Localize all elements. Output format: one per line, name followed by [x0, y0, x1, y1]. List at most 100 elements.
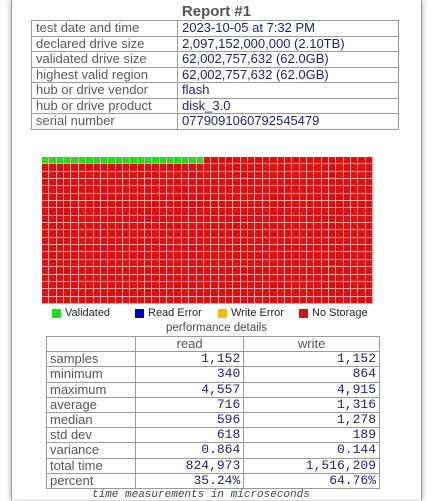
- region-cell: [365, 281, 374, 290]
- region-cell: [299, 259, 307, 268]
- region-cell: [351, 296, 359, 304]
- region-cell: [321, 252, 330, 260]
- region-cell: [64, 289, 72, 297]
- region-cell: [262, 179, 271, 187]
- region-cell: [262, 171, 271, 180]
- region-cell: [365, 267, 374, 275]
- region-cell: [100, 208, 109, 216]
- region-cell: [78, 201, 87, 209]
- region-cell: [365, 237, 374, 246]
- region-map: [42, 157, 374, 304]
- region-cell: [145, 171, 153, 180]
- region-cell: [365, 296, 374, 304]
- region-cell: [130, 186, 138, 194]
- region-cell: [262, 164, 271, 172]
- region-cell: [211, 245, 219, 253]
- region-cell: [174, 281, 182, 290]
- region-cell: [196, 267, 204, 275]
- region-cell: [358, 267, 366, 275]
- region-cell: [78, 259, 87, 268]
- performance-label: median: [46, 411, 136, 429]
- region-cell: [145, 223, 153, 231]
- region-cell: [218, 296, 226, 304]
- region-cell: [203, 281, 212, 290]
- region-cell: [233, 259, 241, 268]
- region-cell: [152, 201, 160, 209]
- region-cell: [137, 157, 146, 165]
- region-cell: [167, 171, 175, 180]
- region-cell: [277, 259, 285, 268]
- region-cell: [115, 267, 123, 275]
- region-cell: [42, 237, 50, 246]
- region-cell: [329, 237, 337, 246]
- region-cell: [49, 201, 57, 209]
- region-cell: [71, 179, 79, 187]
- region-cell: [233, 215, 241, 224]
- region-cell: [284, 230, 293, 238]
- region-cell: [159, 223, 168, 231]
- region-cell: [145, 215, 153, 224]
- region-cell: [292, 267, 300, 275]
- region-cell: [137, 259, 146, 268]
- region-cell: [277, 274, 285, 282]
- region-cell: [145, 179, 153, 187]
- region-cell: [56, 245, 65, 253]
- region-cell: [365, 171, 374, 180]
- region-cell: [365, 193, 374, 202]
- region-cell: [42, 274, 50, 282]
- legend-no-storage-label: No Storage: [312, 307, 368, 319]
- region-cell: [255, 245, 263, 253]
- performance-write-value: 0.144: [243, 442, 380, 459]
- region-cell: [203, 237, 212, 246]
- region-cell: [329, 193, 337, 202]
- region-cell: [152, 237, 160, 246]
- region-cell: [49, 179, 57, 187]
- region-cell: [299, 208, 307, 216]
- region-cell: [78, 289, 87, 297]
- region-cell: [130, 267, 138, 275]
- region-cell: [86, 237, 94, 246]
- region-cell: [218, 201, 226, 209]
- region-cell: [203, 179, 212, 187]
- performance-label: minimum: [46, 366, 136, 383]
- region-cell: [225, 164, 234, 172]
- region-cell: [115, 208, 123, 216]
- region-cell: [248, 171, 256, 180]
- region-cell: [78, 171, 87, 180]
- region-cell: [211, 193, 219, 202]
- region-cell: [42, 252, 50, 260]
- performance-caption: performance details: [166, 322, 267, 334]
- region-cell: [64, 267, 72, 275]
- region-cell: [203, 267, 212, 275]
- region-cell: [292, 296, 300, 304]
- region-cell: [351, 208, 359, 216]
- performance-read-value: 35.24%: [134, 472, 245, 489]
- region-cell: [86, 274, 94, 282]
- region-cell: [321, 289, 330, 297]
- drive-info-value: 2,097,152,000,000 (2.10TB): [177, 35, 399, 52]
- region-cell: [167, 215, 175, 224]
- region-cell: [189, 274, 197, 282]
- region-cell: [203, 186, 212, 194]
- region-cell: [306, 157, 315, 165]
- region-cell: [122, 171, 131, 180]
- region-cell: [159, 201, 168, 209]
- region-cell: [270, 215, 278, 224]
- region-cell: [42, 223, 50, 231]
- region-cell: [64, 157, 72, 165]
- performance-label: samples: [46, 351, 136, 368]
- region-cell: [115, 193, 123, 202]
- region-cell: [159, 281, 168, 290]
- region-cell: [189, 267, 197, 275]
- region-cell: [336, 237, 344, 246]
- region-cell: [211, 157, 219, 165]
- region-cell: [292, 208, 300, 216]
- region-cell: [189, 186, 197, 194]
- legend-validated-label: Validated: [65, 307, 111, 319]
- region-cell: [137, 179, 146, 187]
- region-cell: [130, 259, 138, 268]
- region-cell: [71, 230, 79, 238]
- region-cell: [299, 237, 307, 246]
- region-cell: [159, 259, 168, 268]
- region-cell: [233, 252, 241, 260]
